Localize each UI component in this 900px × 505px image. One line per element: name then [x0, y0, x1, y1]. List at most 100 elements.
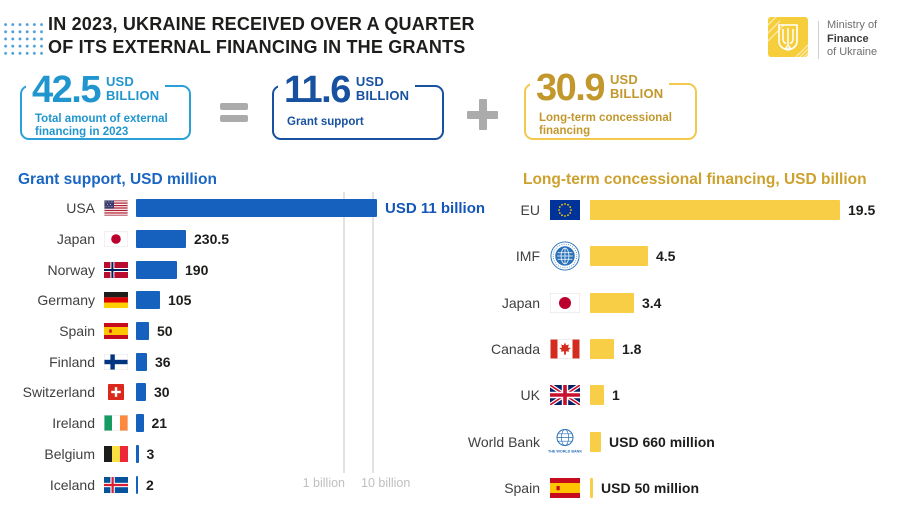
category-label: Germany [37, 292, 95, 309]
category-label: Japan [56, 231, 95, 248]
bar [136, 414, 144, 433]
plus-bar-horizontal [467, 110, 498, 119]
dots-pattern-decoration [2, 21, 43, 55]
bar [590, 200, 840, 221]
loan-chart-rows: EU 19.5 IMF 4.5 Japan 3.4 Canada 1.8 UK 1 World Ba… [467, 187, 900, 505]
logo-text-line2: Finance [827, 32, 869, 45]
canada-flag-icon [548, 339, 582, 360]
stat-caption: Total amount of external financing in 20… [35, 113, 168, 138]
stat-unit-line2: BILLION [355, 87, 410, 103]
loan-chart-title: Long-term concessional financing, USD bi… [523, 171, 867, 188]
trident-emblem-icon [765, 12, 811, 62]
category-label: UK [520, 387, 540, 404]
bar-row: Germany 105 [0, 285, 492, 316]
bar-row: Belgium 3 [0, 439, 492, 470]
page-title-line2: OF ITS EXTERNAL FINANCING IN THE GRANTS [48, 36, 466, 57]
stat-value: 11.6 [284, 69, 351, 111]
category-label: Ireland [52, 415, 95, 432]
stat-unit: USD BILLION [356, 70, 409, 102]
bar-row: Norway 190 [0, 254, 492, 285]
gridline-10-billion [372, 192, 374, 473]
bar-row: EU 19.5 [476, 187, 900, 233]
grant-chart-rows: USA USD 11 billion Japan 230.5 Norway 190 Germ… [0, 193, 492, 500]
stat-unit-line1: USD [609, 72, 639, 87]
bar-value: 30 [154, 384, 170, 401]
bar-row: Japan 3.4 [476, 280, 900, 326]
stat-unit-line2: BILLION [105, 87, 160, 103]
bar-value: 190 [185, 261, 209, 278]
logo-text-line3: of Ukraine [827, 46, 878, 59]
bar-value: 36 [155, 353, 171, 370]
bar-value: 1 [612, 387, 620, 404]
bar-value: 230.5 [194, 231, 230, 248]
plus-sign [467, 99, 498, 130]
switzerland-flag-icon [103, 384, 129, 401]
bar-row: IMF 4.5 [476, 233, 900, 279]
bar [136, 322, 149, 341]
category-label: Japan [501, 294, 540, 311]
stat-value: 42.5 [32, 69, 101, 111]
stat-value: 30.9 [536, 67, 605, 109]
ireland-flag-icon [103, 415, 129, 432]
stat-value-row: 42.5 USD BILLION [26, 69, 166, 111]
equals-bar-top [220, 103, 248, 110]
bar [136, 383, 146, 402]
axis-label-1-billion: 1 billion [302, 476, 345, 490]
bar-row: Finland 36 [0, 346, 492, 377]
category-label: Norway [47, 261, 95, 278]
bar [136, 260, 177, 279]
bar-value: USD 50 million [601, 479, 700, 496]
stat-unit: USD BILLION [610, 68, 663, 100]
bar-value: USD 11 billion [385, 199, 486, 217]
bar [590, 292, 634, 313]
bar [590, 385, 604, 406]
japan-flag-icon [103, 231, 129, 248]
bar-row: Spain 50 [0, 316, 492, 347]
stat-value-row: 30.9 USD BILLION [530, 67, 670, 109]
stat-box-grant-support: 11.6 USD BILLION Grant support [272, 70, 444, 140]
stat-caption: Long-term concessional financing [539, 112, 672, 137]
ministry-logo-text: Ministry of Finance of Ukraine [827, 19, 877, 60]
bar-row: Switzerland 30 [0, 377, 492, 408]
belgium-flag-icon [103, 445, 129, 462]
bar-value: 4.5 [656, 248, 676, 265]
bar [136, 475, 138, 494]
worldbank-flag-icon: THE WORLD BANK [548, 428, 582, 455]
category-label: Spain [59, 323, 95, 340]
stat-unit-line2: BILLION [609, 85, 664, 101]
spain-flag-icon [103, 323, 129, 340]
equals-bar-bottom [220, 115, 248, 122]
category-label: USA [66, 200, 95, 217]
finland-flag-icon [103, 353, 129, 370]
bar [136, 291, 160, 310]
norway-flag-icon [103, 261, 129, 278]
page-title-line1: IN 2023, UKRAINE RECEIVED OVER A QUARTER [48, 14, 475, 34]
bar-value: 105 [168, 292, 192, 309]
bar [590, 246, 648, 267]
bar-row: USA USD 11 billion [0, 193, 492, 224]
stat-box-total-financing: 42.5 USD BILLION Total amount of externa… [20, 70, 191, 140]
bar [590, 431, 601, 452]
bar-row: Canada 1.8 [476, 326, 900, 372]
category-label: EU [520, 202, 540, 219]
logo-divider [818, 20, 819, 59]
bar-value: 3.4 [642, 294, 662, 311]
category-label: Spain [504, 479, 540, 496]
bar [136, 444, 139, 463]
bar-row: Ireland 21 [0, 408, 492, 439]
stat-box-concessional-financing: 30.9 USD BILLION Long-term concessional … [524, 68, 697, 140]
category-label: World Bank [467, 433, 540, 450]
iceland-flag-icon [103, 476, 129, 493]
logo-text-line1: Ministry of [827, 19, 878, 32]
stat-unit: USD BILLION [106, 70, 159, 102]
bar [136, 352, 147, 371]
bar-row: UK 1 [476, 372, 900, 418]
bar-value: USD 660 million [609, 433, 715, 450]
germany-flag-icon [103, 292, 129, 309]
gridline-1-billion [343, 192, 345, 473]
axis-label-10-billion: 10 billion [361, 476, 411, 490]
eu-flag-icon [548, 200, 582, 221]
bar-value: 21 [151, 415, 168, 432]
bar [136, 230, 186, 249]
